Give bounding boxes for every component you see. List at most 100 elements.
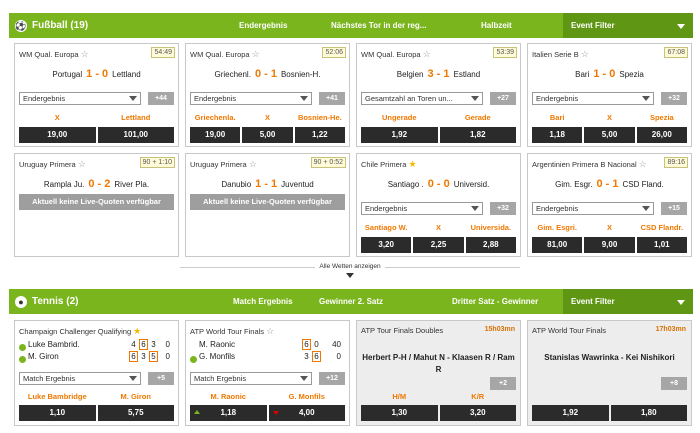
chevron-down-icon <box>471 96 479 101</box>
market-select[interactable]: Match Ergebnis <box>190 372 312 385</box>
star-icon[interactable]: ☆ <box>80 49 89 59</box>
star-icon[interactable]: ☆ <box>266 326 275 336</box>
tennis-match-card[interactable]: ATP Tour Finals Doubles 15h03mn Herbert … <box>356 320 521 426</box>
odds-button[interactable]: 26,00 <box>636 127 687 143</box>
match-card[interactable]: WM Qual. Europa ☆ 52:06 Griechenl. 0 - 1 Bo… <box>185 43 350 147</box>
event-filter-label: Event Filter <box>571 21 615 30</box>
odds-button[interactable]: 1,18 <box>190 405 267 421</box>
set-score: 4 <box>131 340 136 349</box>
tennis-match-card[interactable]: ATP World Tour Finals 17h03mn Stanislas … <box>527 320 692 426</box>
star-icon[interactable]: ☆ <box>251 49 260 59</box>
odds-button[interactable]: 4,00 <box>268 405 345 421</box>
match-card[interactable]: WM Qual. Europa ☆ 54:49 Portugal 1 - 0 Lett… <box>14 43 179 147</box>
market-select[interactable]: Gesamtzahl an Toren un... <box>361 92 483 105</box>
star-icon[interactable]: ☆ <box>77 159 86 169</box>
market-select[interactable]: Endergebnis <box>361 202 483 215</box>
star-icon[interactable]: ☆ <box>422 49 431 59</box>
football-section-header[interactable]: ⚽ Fußball (19) Endergebnis Nächstes Tor … <box>9 13 693 38</box>
more-markets-button[interactable]: +8 <box>661 377 687 390</box>
more-markets-button[interactable]: +2 <box>490 377 516 390</box>
tab-third-set-winner[interactable]: Dritter Satz - Gewinner <box>452 297 539 306</box>
odds-button[interactable]: 3,20 <box>439 405 516 421</box>
odds-button[interactable]: 5,00 <box>242 127 293 143</box>
match-card[interactable]: WM Qual. Europa ☆ 53:39 Belgien 3 - 1 Estla… <box>356 43 521 147</box>
outcome-label: X <box>606 223 612 232</box>
more-markets-button[interactable]: +15 <box>661 202 687 215</box>
star-icon[interactable]: ★ <box>408 159 417 169</box>
more-markets-button[interactable]: +32 <box>490 202 516 215</box>
outcome-label: K/R <box>471 392 485 401</box>
match-card[interactable]: Argentinien Primera B Nacional ☆ 89:16 Gi… <box>527 153 692 257</box>
odds-button[interactable]: 2,25 <box>413 237 464 253</box>
tab-halbzeit[interactable]: Halbzeit <box>481 21 512 30</box>
odds-button[interactable]: 19,00 <box>190 127 241 143</box>
odds-button[interactable]: 81,00 <box>532 237 583 253</box>
star-icon[interactable]: ★ <box>133 326 142 336</box>
odds-button[interactable]: 9,00 <box>584 237 635 253</box>
tab-match-result[interactable]: Match Ergebnis <box>233 297 293 306</box>
odds-button[interactable]: 3,20 <box>361 237 412 253</box>
more-markets-button[interactable]: +12 <box>319 372 345 385</box>
odds-button[interactable]: 2,88 <box>465 237 516 253</box>
event-filter-dropdown[interactable]: Event Filter <box>563 13 693 38</box>
outcome-label: Universida. <box>470 223 512 232</box>
tab-next-goal[interactable]: Nächstes Tor in der reg... <box>331 21 427 30</box>
football-section-title[interactable]: ⚽ Fußball (19) <box>15 13 88 38</box>
match-card[interactable]: Chile Primera ★ Santiago .0 - 0 Universid.… <box>356 153 521 257</box>
odds-button[interactable]: 5,00 <box>584 127 635 143</box>
set-score: 0 <box>314 340 319 349</box>
tennis-section-title[interactable]: ● Tennis (2) <box>15 289 78 314</box>
market-select[interactable]: Endergebnis <box>190 92 312 105</box>
league-name: Champaign Challenger Qualifying <box>19 327 132 336</box>
game-score: 40 <box>332 340 341 349</box>
tab-second-set-winner[interactable]: Gewinner 2. Satz <box>319 297 384 306</box>
market-select[interactable]: Endergebnis <box>532 202 654 215</box>
match-card[interactable]: Italien Serie B ☆ 67:08 Bari 1 - 0 Spezia E… <box>527 43 692 147</box>
outcome-label: M. Giron <box>120 392 151 401</box>
football-title-label: Fußball (19) <box>32 20 89 31</box>
odds-button[interactable]: 101,00 <box>97 127 174 143</box>
chevron-down-icon <box>300 376 308 381</box>
more-markets-button[interactable]: +5 <box>148 372 174 385</box>
odds-button[interactable]: 1,92 <box>532 405 609 421</box>
star-icon[interactable]: ☆ <box>248 159 257 169</box>
odds-button[interactable]: 1,30 <box>361 405 438 421</box>
tab-endergebnis[interactable]: Endergebnis <box>239 21 288 30</box>
more-markets-button[interactable]: +44 <box>148 92 174 105</box>
more-markets-button[interactable]: +27 <box>490 92 516 105</box>
star-icon[interactable]: ☆ <box>580 49 589 59</box>
odds-button[interactable]: 1,01 <box>636 237 687 253</box>
no-live-odds-notice: Aktuell keine Live-Quoten verfügbar <box>19 194 174 210</box>
market-select[interactable]: Endergebnis <box>532 92 654 105</box>
odds-button[interactable]: 1,10 <box>19 405 96 421</box>
outcome-label: Ungerade <box>381 113 417 122</box>
odds-button[interactable]: 1,80 <box>610 405 687 421</box>
chevron-down-icon <box>677 300 685 305</box>
more-markets-button[interactable]: +32 <box>661 92 687 105</box>
market-select[interactable]: Endergebnis <box>19 92 141 105</box>
odds-button[interactable]: 1,92 <box>361 127 438 143</box>
odds-button[interactable]: 19,00 <box>19 127 96 143</box>
star-icon[interactable]: ☆ <box>638 159 647 169</box>
no-live-odds-notice: Aktuell keine Live-Quoten verfügbar <box>190 194 345 210</box>
match-score: 3 - 1 <box>427 68 450 80</box>
show-all-bets-link[interactable]: Alle Wetten anzeigen <box>0 263 700 278</box>
odds-button[interactable]: 1,22 <box>294 127 345 143</box>
tennis-match-card[interactable]: Champaign Challenger Qualifying ★ Luke Ba… <box>14 320 179 426</box>
outcome-label: Lettland <box>121 113 151 122</box>
odds-button[interactable]: 1,82 <box>439 127 516 143</box>
event-filter-dropdown[interactable]: Event Filter <box>563 289 693 314</box>
player-name: Luke Bambrid. <box>28 340 80 349</box>
home-team: Rampla Ju. <box>43 180 85 189</box>
more-markets-button[interactable]: +41 <box>319 92 345 105</box>
league-name: ATP World Tour Finals <box>532 326 607 335</box>
match-card[interactable]: Uruguay Primera ☆ 90 + 1:10 Rampla Ju. 0 -… <box>14 153 179 257</box>
odds-button[interactable]: 5,75 <box>97 405 174 421</box>
tennis-section-header[interactable]: ● Tennis (2) Match Ergebnis Gewinner 2. … <box>9 289 693 314</box>
odds-button[interactable]: 1,18 <box>532 127 583 143</box>
market-select[interactable]: Match Ergebnis <box>19 372 141 385</box>
